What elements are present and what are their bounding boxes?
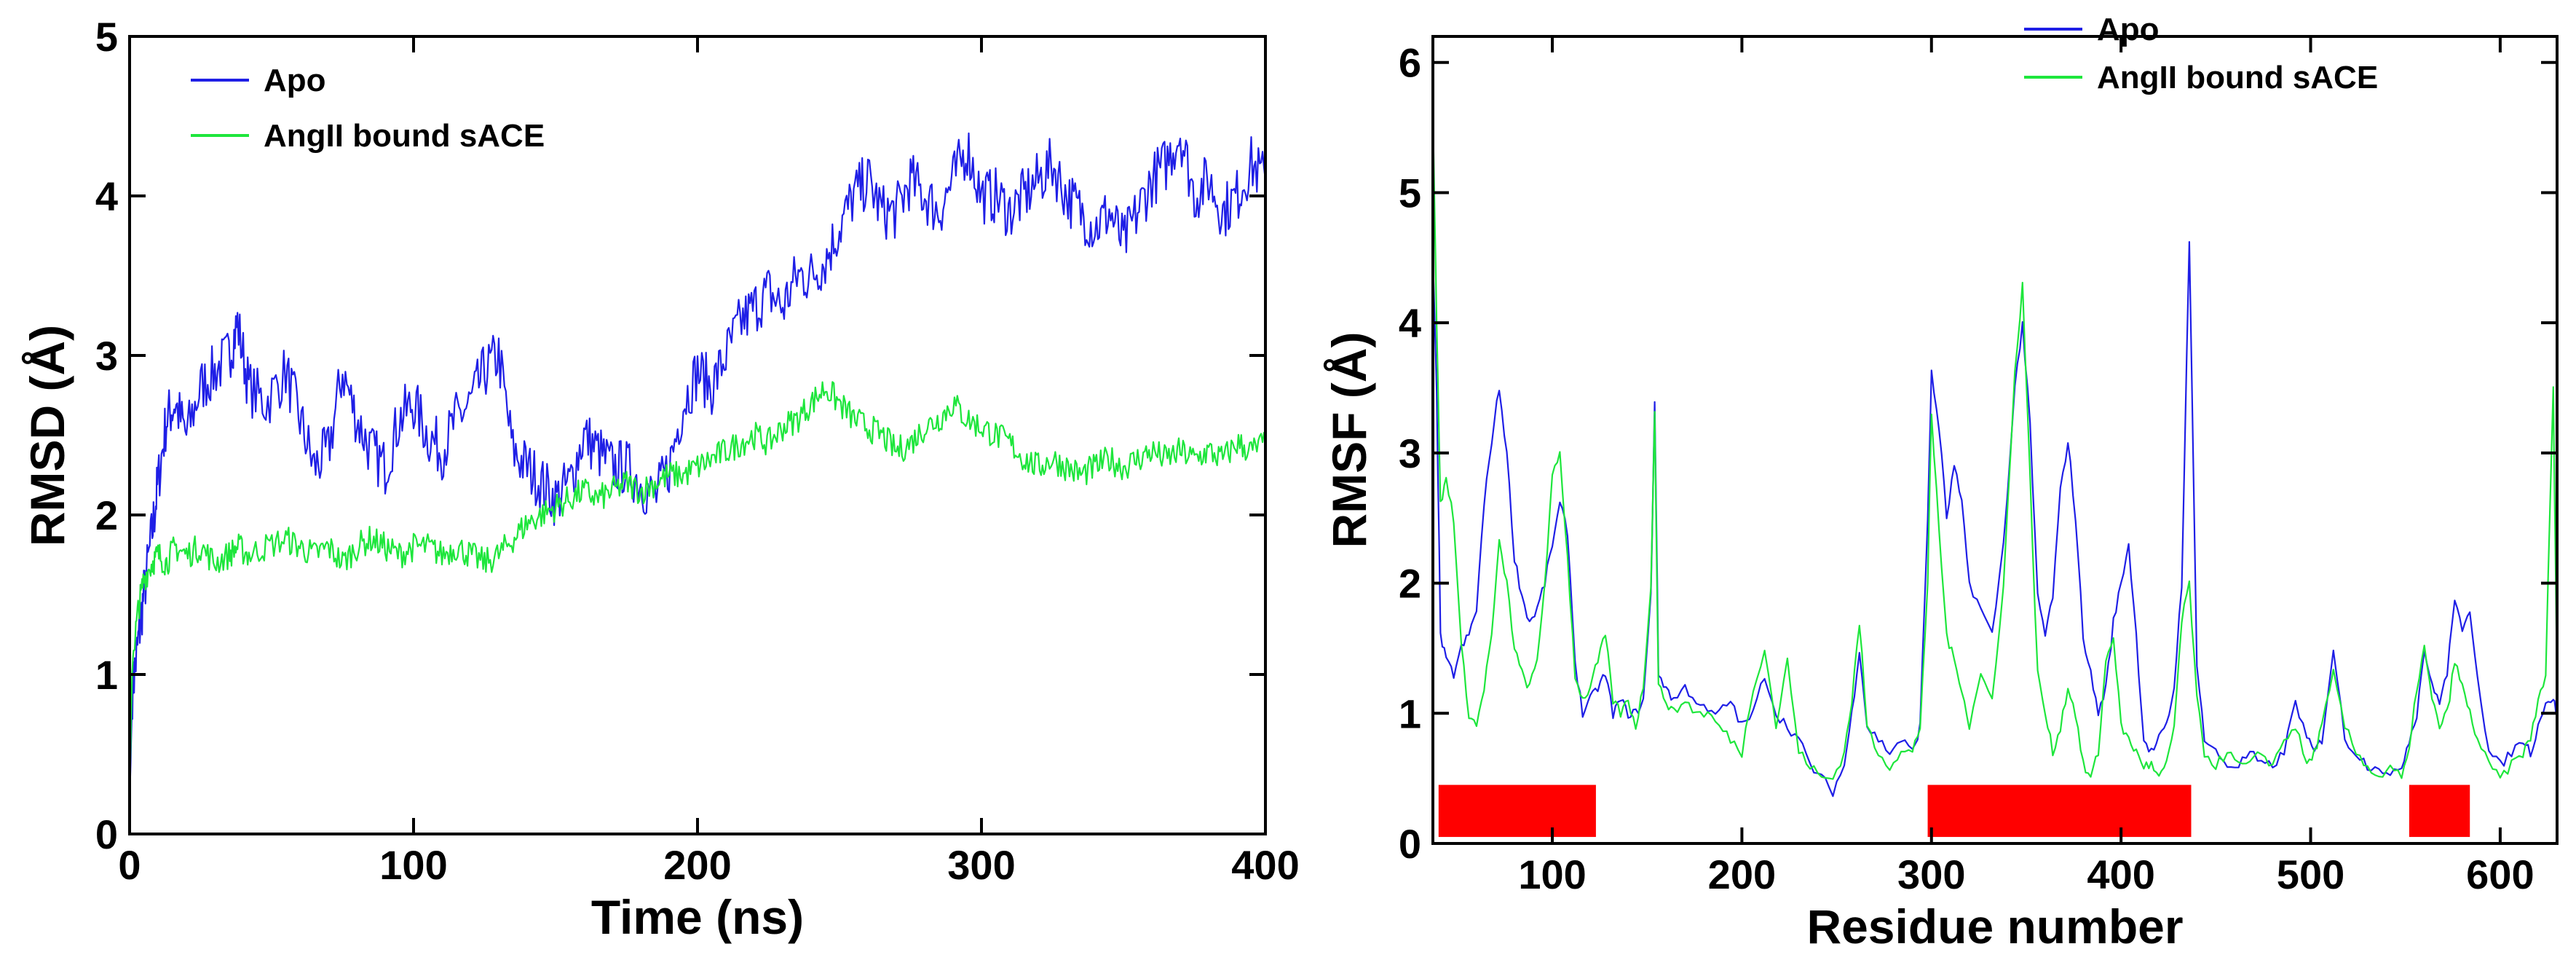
rmsd-y-axis-label: RMSD (Å) — [20, 325, 74, 546]
rmsd-y-tick-label: 0 — [95, 811, 118, 857]
rmsf-domain-bars — [1438, 784, 2470, 838]
rmsd-legend-label-apo: Apo — [264, 63, 326, 98]
rmsf-y-axis-label: RMSF (Å) — [1322, 332, 1376, 548]
rmsf-y-tick-label: 5 — [1399, 170, 1421, 216]
rmsf-domain-bar — [1927, 784, 2192, 838]
rmsf-series-angii-bound-sace — [1431, 114, 2559, 780]
rmsd-series-angii-bound-sace — [128, 381, 1267, 795]
rmsf-y-tick-label: 1 — [1399, 691, 1421, 736]
rmsf-y-tick-label: 6 — [1399, 40, 1421, 86]
rmsd-legend: Apo AngII bound sACE — [191, 63, 545, 154]
rmsd-axes: 0 100 200 300 400 0 1 2 3 4 5 — [95, 14, 1300, 888]
rmsf-x-tick-label: 200 — [1708, 851, 1776, 897]
rmsd-x-tick-label: 0 — [118, 842, 141, 888]
rmsd-legend-label-angii: AngII bound sACE — [264, 118, 545, 154]
rmsf-chart: 100 200 300 400 500 600 0 1 2 3 4 5 6 Residue number… — [1322, 12, 2559, 953]
rmsf-x-axis-label: Residue number — [1806, 900, 2183, 953]
rmsd-plot-frame — [128, 35, 1267, 835]
rmsf-y-tick-label: 0 — [1399, 821, 1421, 867]
rmsf-series-group — [1431, 114, 2559, 798]
rmsf-domain-bar — [2409, 784, 2470, 838]
rmsd-x-tick-label: 100 — [379, 842, 447, 888]
rmsd-x-tick-label: 200 — [663, 842, 731, 888]
rmsf-legend-label-apo: Apo — [2097, 12, 2160, 47]
rmsf-y-tick-label: 3 — [1399, 430, 1421, 476]
rmsd-y-tick-label: 3 — [95, 333, 118, 379]
rmsd-y-tick-label: 5 — [95, 14, 118, 60]
rmsf-y-tick-label: 4 — [1399, 300, 1421, 346]
rmsf-x-tick-label: 500 — [2277, 851, 2344, 897]
rmsf-legend: Apo AngII bound sACE — [2024, 12, 2378, 95]
rmsf-domain-bar — [1438, 784, 1596, 838]
rmsd-series-group — [128, 132, 1267, 803]
rmsf-axes: 100 200 300 400 500 600 0 1 2 3 4 5 6 — [1399, 36, 2557, 897]
rmsd-y-tick-label: 2 — [95, 492, 118, 538]
rmsf-x-tick-label: 600 — [2466, 851, 2534, 897]
rmsf-x-tick-label: 100 — [1518, 851, 1586, 897]
rmsd-y-tick-label: 4 — [95, 173, 118, 219]
rmsd-x-tick-label: 300 — [947, 842, 1015, 888]
rmsd-y-tick-label: 1 — [95, 652, 118, 698]
rmsf-plot-frame — [1431, 35, 2559, 845]
rmsd-x-tick-label: 400 — [1231, 842, 1299, 888]
rmsd-x-axis-label: Time (ns) — [591, 890, 804, 944]
rmsf-x-tick-label: 300 — [1897, 851, 1965, 897]
rmsd-series-apo — [128, 132, 1267, 803]
rmsf-legend-label-angii: AngII bound sACE — [2097, 60, 2378, 95]
rmsf-series-apo — [1431, 241, 2558, 798]
rmsd-chart: 0 100 200 300 400 0 1 2 3 4 5 Time (ns) RMSD (Å) A… — [20, 14, 1300, 944]
rmsf-y-tick-label: 2 — [1399, 561, 1421, 607]
rmsf-x-tick-label: 400 — [2087, 851, 2154, 897]
